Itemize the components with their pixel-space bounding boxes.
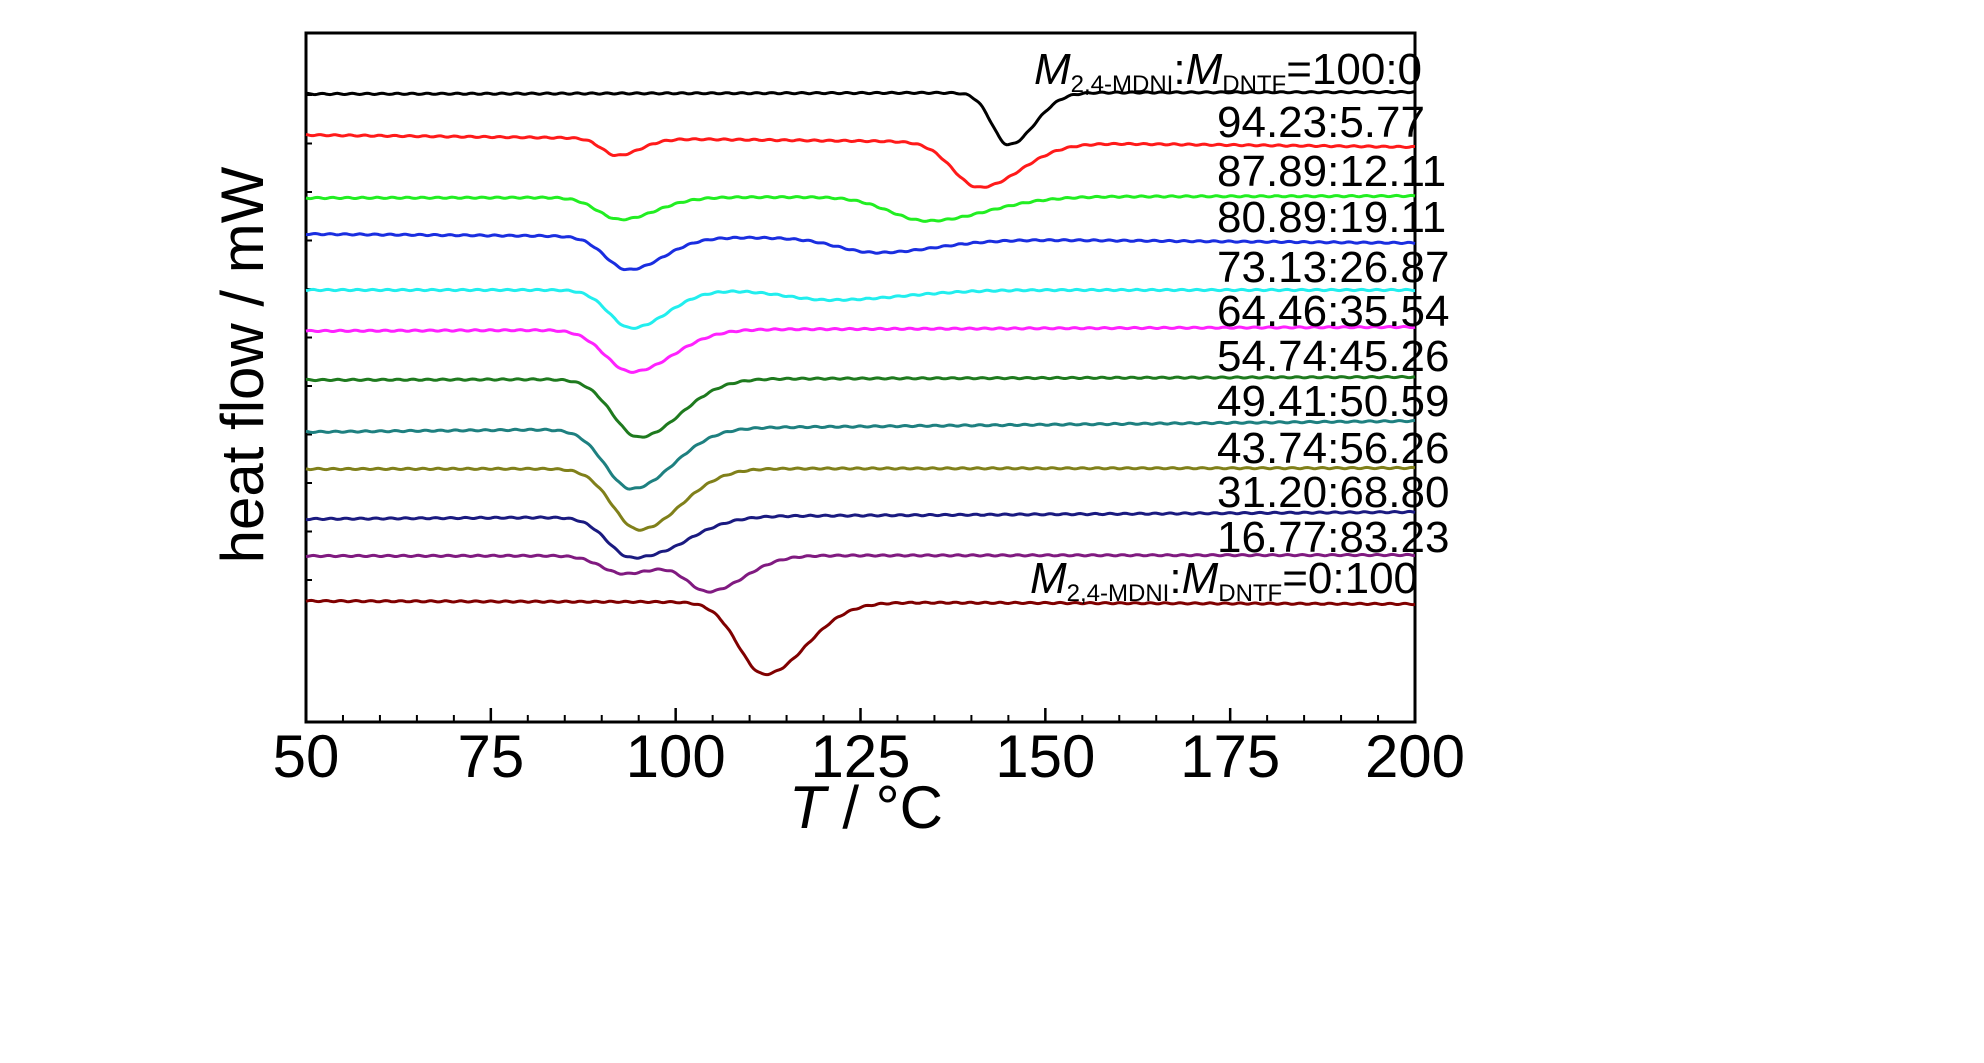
x-tick-label: 175 [1180,723,1280,790]
series-label: 54.74:45.26 [1217,332,1449,381]
label-var: M [1186,45,1223,94]
series-label: 94.23:5.77 [1217,98,1425,147]
series-line [305,89,1416,147]
label-subscript: 2,4-MDNI [1067,580,1170,607]
axis-ticks: 50 75 100 125 150 175 200 [273,94,1465,790]
series-label: M2,4-MDNI:MDNTF=0:100 [1030,554,1418,607]
x-axis-title-var: T [789,774,830,841]
series-line [305,374,1416,439]
series-line [305,418,1416,491]
y-axis-title: heat flow / mW [209,166,276,563]
label-ratio: =100:0 [1286,45,1422,94]
series-line [305,509,1416,560]
series-label: 16.77:83.23 [1217,513,1449,562]
series-line [305,465,1416,532]
label-var: M [1182,554,1219,603]
x-axis-title-unit: / °C [826,774,943,841]
x-tick-label: 50 [273,723,340,790]
x-tick-label: 125 [810,723,910,790]
series-label: 31.20:68.80 [1217,468,1449,517]
series-line [305,193,1416,223]
series-label: 73.13:26.87 [1217,243,1449,292]
series-line [305,133,1416,189]
series-line [305,324,1416,374]
x-axis-title: T / °C [789,774,943,841]
label-subscript: 2,4-MDNI [1071,71,1174,98]
label-subscript: DNTF [1222,71,1286,98]
series-label: 49.41:50.59 [1217,377,1449,426]
series-labels: M2,4-MDNI:MDNTF=100:094.23:5.7787.89:12.… [1030,45,1449,607]
series-label: 64.46:35.54 [1217,287,1449,336]
label-var: M [1030,554,1067,603]
label-subscript: DNTF [1218,580,1282,607]
label-var: M [1034,45,1071,94]
series-label: 80.89:19.11 [1217,193,1446,242]
series-line [305,231,1416,272]
series-line [305,287,1415,330]
label-ratio: =0:100 [1282,554,1418,603]
x-tick-label: 200 [1365,723,1465,790]
x-tick-label: 100 [626,723,726,790]
series-line [305,552,1416,594]
series-group [305,89,1416,677]
series-label: 43.74:56.26 [1217,424,1449,473]
series-line [305,598,1416,677]
series-label: 87.89:12.11 [1217,147,1446,196]
series-label: M2,4-MDNI:MDNTF=100:0 [1034,45,1422,98]
label-colon: : [1173,45,1185,94]
x-tick-label: 75 [457,723,524,790]
x-tick-label: 150 [995,723,1095,790]
label-colon: : [1169,554,1181,603]
